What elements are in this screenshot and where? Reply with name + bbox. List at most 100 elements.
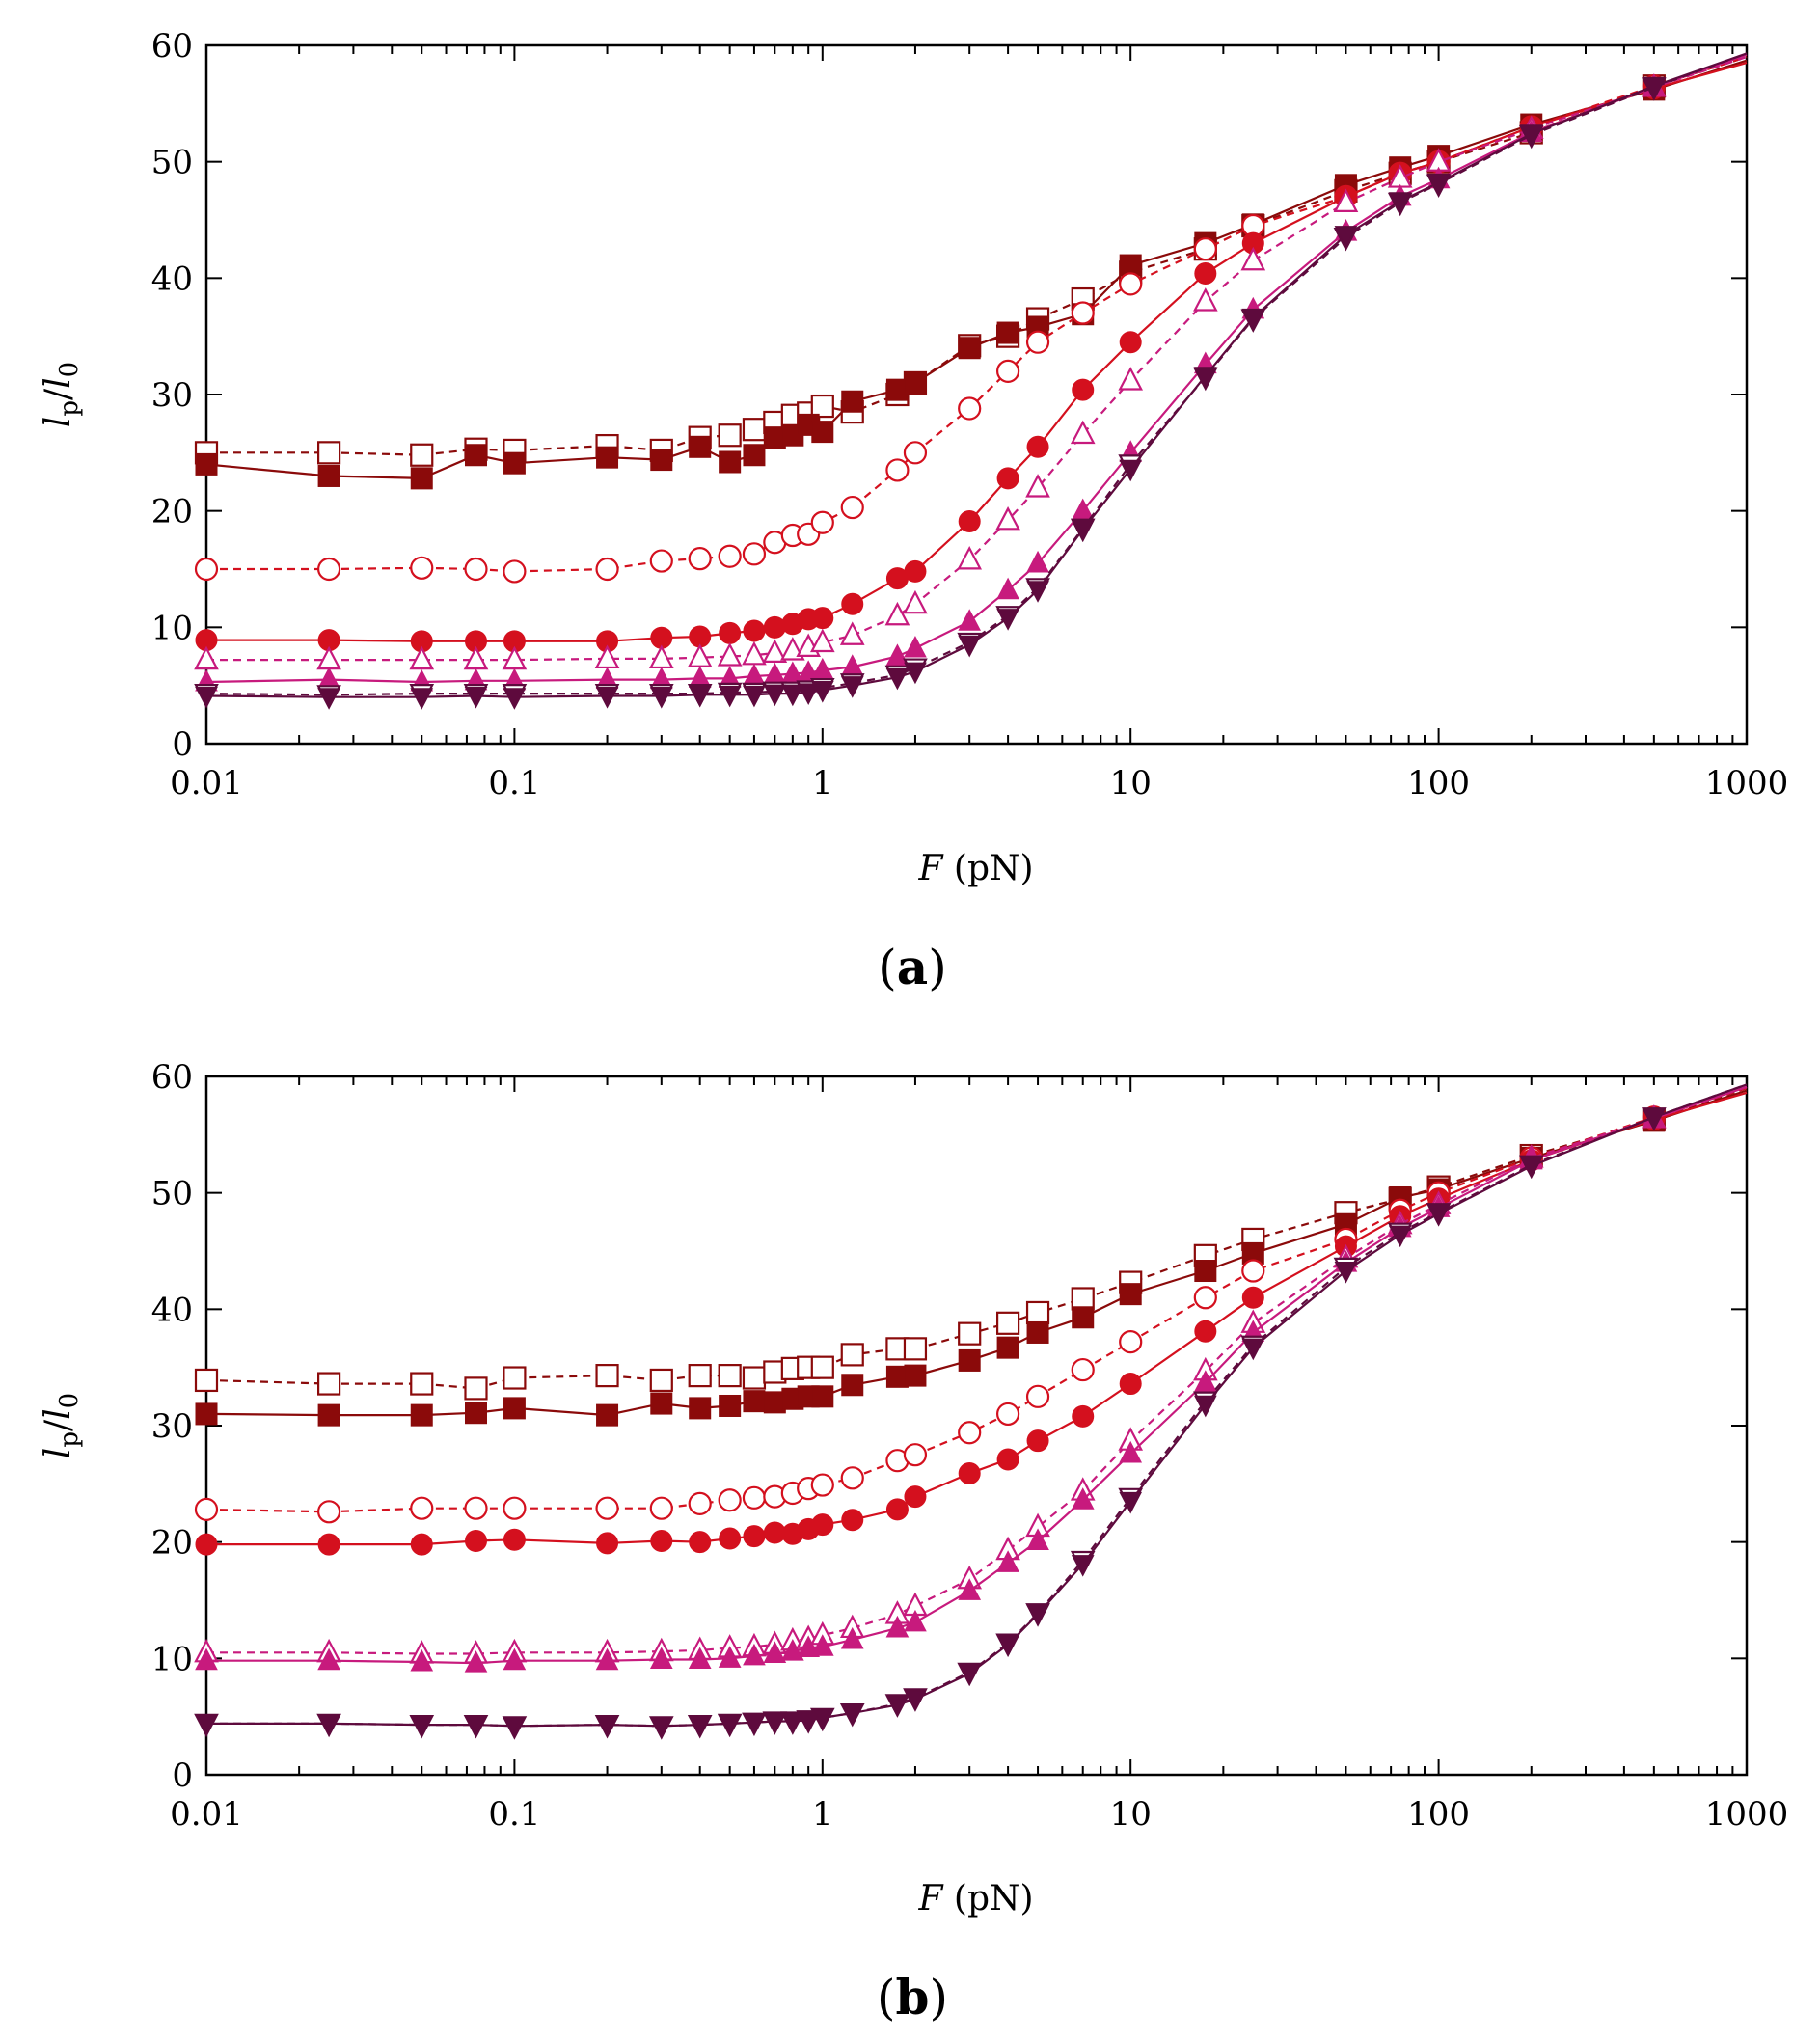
y-axis-label-b: lp/l0 [39,1393,84,1458]
series-line [206,1085,1748,1655]
y-tick-label: 0 [172,725,193,764]
data-point [996,1550,1019,1572]
data-point [840,1626,864,1649]
data-point [649,687,673,709]
data-point [1071,1287,1095,1311]
data-point [317,464,340,487]
data-point [904,635,927,658]
data-point [503,1647,527,1671]
x-tick-label: 1000 [1705,764,1789,803]
data-point [649,549,673,573]
data-point [1071,1487,1095,1510]
data-point [743,1643,766,1666]
data-point [781,684,804,707]
data-point [503,1366,527,1390]
data-point [1119,1330,1143,1354]
panel-label-b: (b) [877,1969,948,2026]
data-point [1193,367,1217,389]
data-point [1026,1604,1049,1627]
data-point [743,1390,766,1413]
data-point [885,1615,910,1638]
data-point [594,644,620,669]
data-point [1519,1157,1543,1179]
data-point [317,441,341,465]
data-point [718,685,742,708]
data-point [688,547,712,571]
x-tick-label: 1 [812,1795,833,1834]
data-point [718,1714,742,1736]
data-point [958,1461,981,1484]
data-point [464,1402,487,1425]
data-point [1119,1440,1143,1463]
data-point [958,1321,982,1346]
data-point [958,1578,982,1600]
data-point [718,1364,742,1388]
data-point [503,1496,527,1520]
series-line [205,53,1748,684]
series-filled-triangles [195,53,1748,692]
data-point [719,621,742,644]
data-point [1334,1262,1358,1284]
data-point [1643,1107,1666,1130]
data-point [649,1368,673,1393]
data-point [742,1485,767,1510]
data-point [503,688,527,710]
data-point [743,685,766,708]
data-point [464,1529,487,1552]
data-point [1426,1204,1451,1227]
data-point [885,458,910,482]
data-point [1071,520,1095,543]
data-point [841,390,864,413]
data-point [743,1525,766,1548]
series-line [205,1087,1748,1513]
data-point [1194,1320,1217,1343]
data-point [194,645,219,670]
data-point [502,645,528,670]
data-point [958,396,982,421]
data-point [595,1715,619,1738]
data-point [1388,1225,1412,1248]
data-point [1026,550,1049,573]
data-point [995,359,1020,383]
data-point [763,684,787,707]
y-tick-label: 60 [151,1058,193,1097]
data-point [503,1528,526,1551]
series-filled-squares [195,59,1748,490]
data-point [1193,1395,1217,1418]
data-point [503,559,527,584]
data-point [840,1466,864,1490]
data-point [811,421,834,444]
x-tick-labels-b: 0.01 0.1 1 10 100 1000 [170,1795,1788,1834]
data-point [595,1647,619,1671]
y-tick-label: 10 [151,609,193,647]
data-point [1119,1491,1143,1514]
series-line [206,1083,1748,1728]
data-point [718,1488,742,1512]
data-point [1194,262,1217,286]
data-point [503,1716,527,1739]
data-point [688,685,712,708]
data-point [1119,272,1143,296]
data-point [742,418,767,442]
data-point [650,1392,673,1415]
y-tick-label: 50 [151,144,193,182]
data-point [809,628,835,653]
data-point [904,1609,927,1632]
x-tick-label: 0.1 [488,764,540,803]
data-point [649,1716,673,1739]
series-filled-inverted-triangles [195,1083,1748,1739]
data-point [317,1403,340,1427]
data-point [1026,435,1049,458]
series-filled-squares [195,1089,1748,1427]
data-point [885,643,910,666]
data-point [781,1639,804,1661]
data-point [1025,474,1050,498]
data-point [410,556,434,580]
data-point [1334,226,1358,248]
data-point [648,644,674,669]
data-point [763,1641,787,1664]
data-point [595,557,619,582]
data-point [763,1711,787,1734]
x-tick-label: 1 [812,764,833,803]
data-point [1025,330,1050,354]
